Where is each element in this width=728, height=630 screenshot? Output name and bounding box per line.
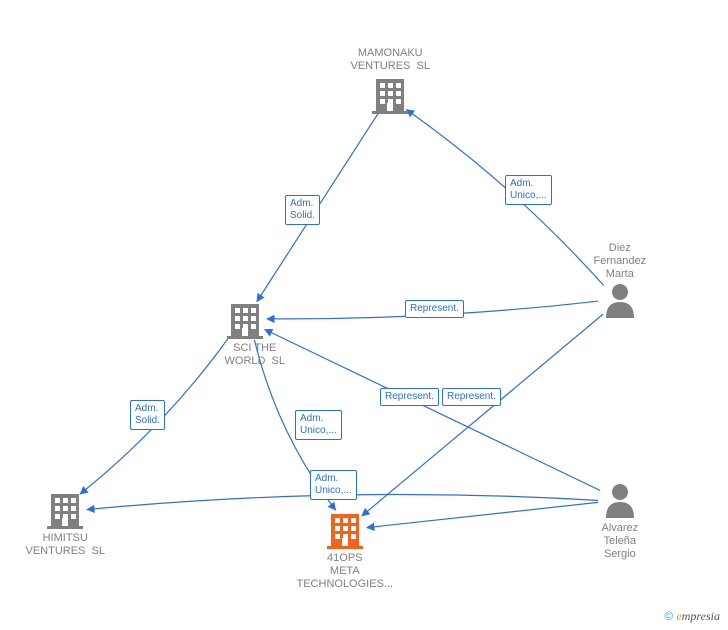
edge-label-sergio-sci: Represent. (442, 388, 501, 406)
building-icon-himitsu[interactable] (47, 494, 83, 529)
edge-marta-41ops (362, 314, 603, 516)
building-icon-mamonaku[interactable] (372, 79, 408, 114)
edge-label-marta-sci: Represent. (405, 300, 464, 318)
node-label-sergio: Alvarez Teleña Sergio (602, 522, 639, 561)
building-icon-41ops[interactable] (327, 514, 363, 549)
edge-label-marta-41ops: Represent. (380, 388, 439, 406)
edge-sergio-41ops (367, 502, 598, 527)
edge-label-sci-41ops: Adm. Unico,... (295, 410, 342, 440)
edge-label-sergio-41ops: Adm. Unico,... (310, 470, 357, 500)
node-label-marta: Diez Fernandez Marta (594, 242, 647, 281)
edge-label-marta-mamonaku: Adm. Unico,... (505, 175, 552, 205)
footer-credit: © empresia (664, 609, 720, 624)
node-label-sci: SCI THE WORLD SL (225, 342, 286, 368)
edge-label-mamonaku-sci: Adm. Solid. (285, 195, 320, 225)
node-label-41ops: 41OPS META TECHNOLOGIES... (297, 552, 394, 591)
person-icon-marta[interactable] (606, 284, 634, 318)
copyright-symbol: © (664, 609, 673, 623)
node-label-mamonaku: MAMONAKU VENTURES SL (351, 47, 430, 73)
building-icon-sci[interactable] (227, 304, 263, 339)
brand-rest: mpresia (682, 609, 720, 623)
edge-label-sci-himitsu: Adm. Solid. (130, 400, 165, 430)
person-icon-sergio[interactable] (606, 484, 634, 518)
node-label-himitsu: HIMITSU VENTURES SL (26, 532, 105, 558)
